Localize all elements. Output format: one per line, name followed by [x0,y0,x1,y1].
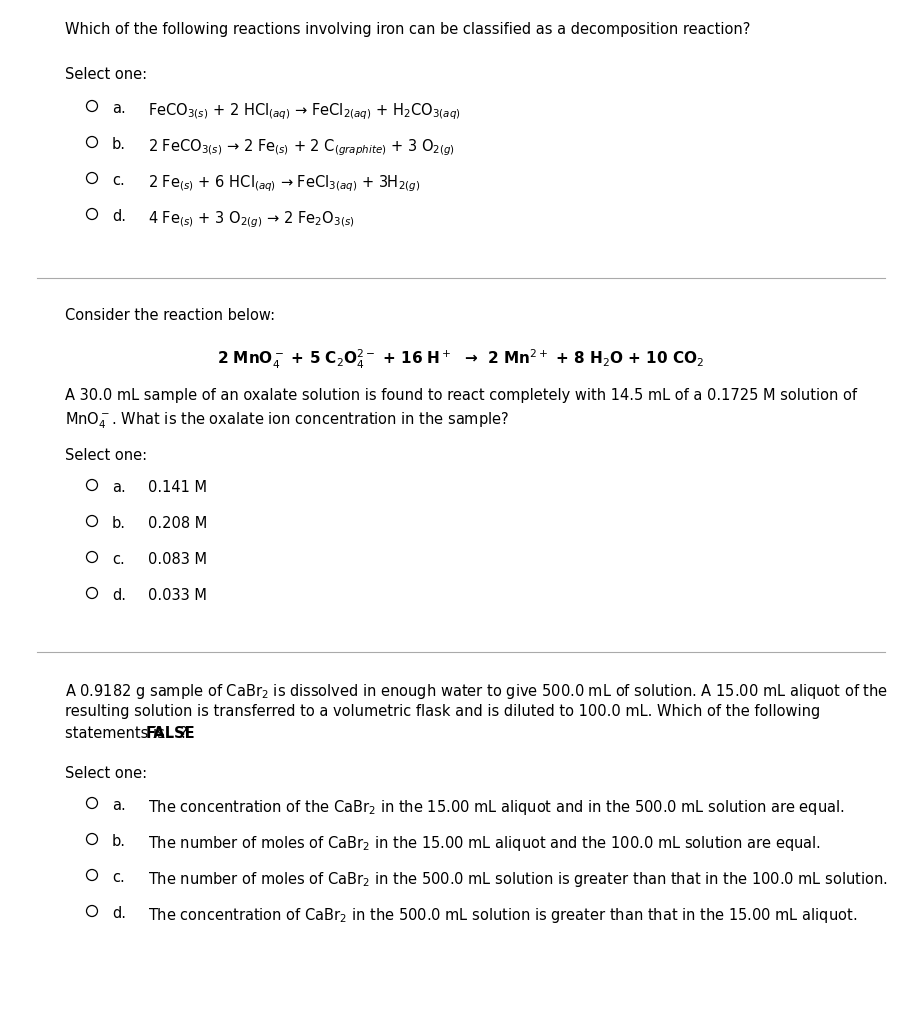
Text: statements is: statements is [65,726,170,741]
Text: c.: c. [112,552,124,567]
Text: The concentration of the CaBr$_2$ in the 15.00 mL aliquot and in the 500.0 mL so: The concentration of the CaBr$_2$ in the… [148,798,845,817]
Text: A 0.9182 g sample of CaBr$_2$ is dissolved in enough water to give 500.0 mL of s: A 0.9182 g sample of CaBr$_2$ is dissolv… [65,682,888,701]
Text: FALSE: FALSE [146,726,195,741]
Text: b.: b. [112,137,126,152]
Text: d.: d. [112,209,126,224]
Text: Which of the following reactions involving iron can be classified as a decomposi: Which of the following reactions involvi… [65,22,751,37]
Text: MnO$_4^-$. What is the oxalate ion concentration in the sample?: MnO$_4^-$. What is the oxalate ion conce… [65,410,509,430]
Text: b.: b. [112,834,126,849]
Text: 0.033 M: 0.033 M [148,588,207,603]
Text: The number of moles of CaBr$_2$ in the 500.0 mL solution is greater than that in: The number of moles of CaBr$_2$ in the 5… [148,870,888,889]
Text: d.: d. [112,906,126,921]
Text: The number of moles of CaBr$_2$ in the 15.00 mL aliquot and the 100.0 mL solutio: The number of moles of CaBr$_2$ in the 1… [148,834,821,853]
Text: Select one:: Select one: [65,448,148,463]
Text: ?: ? [180,726,187,741]
Text: 0.141 M: 0.141 M [148,480,207,495]
Text: 2 FeCO$_{3(s)}$ → 2 Fe$_{(s)}$ + 2 C$_{(graphite)}$ + 3 O$_{2(g)}$: 2 FeCO$_{3(s)}$ → 2 Fe$_{(s)}$ + 2 C$_{(… [148,137,455,157]
Text: a.: a. [112,798,125,813]
Text: resulting solution is transferred to a volumetric flask and is diluted to 100.0 : resulting solution is transferred to a v… [65,704,821,719]
Text: Select one:: Select one: [65,67,148,82]
Text: FeCO$_{3(s)}$ + 2 HCl$_{(aq)}$ → FeCl$_{2(aq)}$ + H$_2$CO$_{3(aq)}$: FeCO$_{3(s)}$ + 2 HCl$_{(aq)}$ → FeCl$_{… [148,102,461,122]
Text: 2 Fe$_{(s)}$ + 6 HCl$_{(aq)}$ → FeCl$_{3(aq)}$ + 3H$_{2(g)}$: 2 Fe$_{(s)}$ + 6 HCl$_{(aq)}$ → FeCl$_{3… [148,173,420,194]
Text: d.: d. [112,588,126,603]
Text: a.: a. [112,480,125,495]
Text: 4 Fe$_{(s)}$ + 3 O$_{2(g)}$ → 2 Fe$_2$O$_{3(s)}$: 4 Fe$_{(s)}$ + 3 O$_{2(g)}$ → 2 Fe$_2$O$… [148,209,355,229]
Text: 0.083 M: 0.083 M [148,552,207,567]
Text: 0.208 M: 0.208 M [148,516,207,531]
Text: The concentration of CaBr$_2$ in the 500.0 mL solution is greater than that in t: The concentration of CaBr$_2$ in the 500… [148,906,857,925]
Text: c.: c. [112,870,124,885]
Text: Select one:: Select one: [65,766,148,781]
Text: b.: b. [112,516,126,531]
Text: Consider the reaction below:: Consider the reaction below: [65,308,275,323]
Text: 2 MnO$_4^-$ + 5 C$_2$O$_4^{2-}$ + 16 H$^+$  →  2 Mn$^{2+}$ + 8 H$_2$O + 10 CO$_2: 2 MnO$_4^-$ + 5 C$_2$O$_4^{2-}$ + 16 H$^… [218,348,704,371]
Text: A 30.0 mL sample of an oxalate solution is found to react completely with 14.5 m: A 30.0 mL sample of an oxalate solution … [65,388,857,403]
Text: c.: c. [112,173,124,188]
Text: a.: a. [112,102,125,116]
